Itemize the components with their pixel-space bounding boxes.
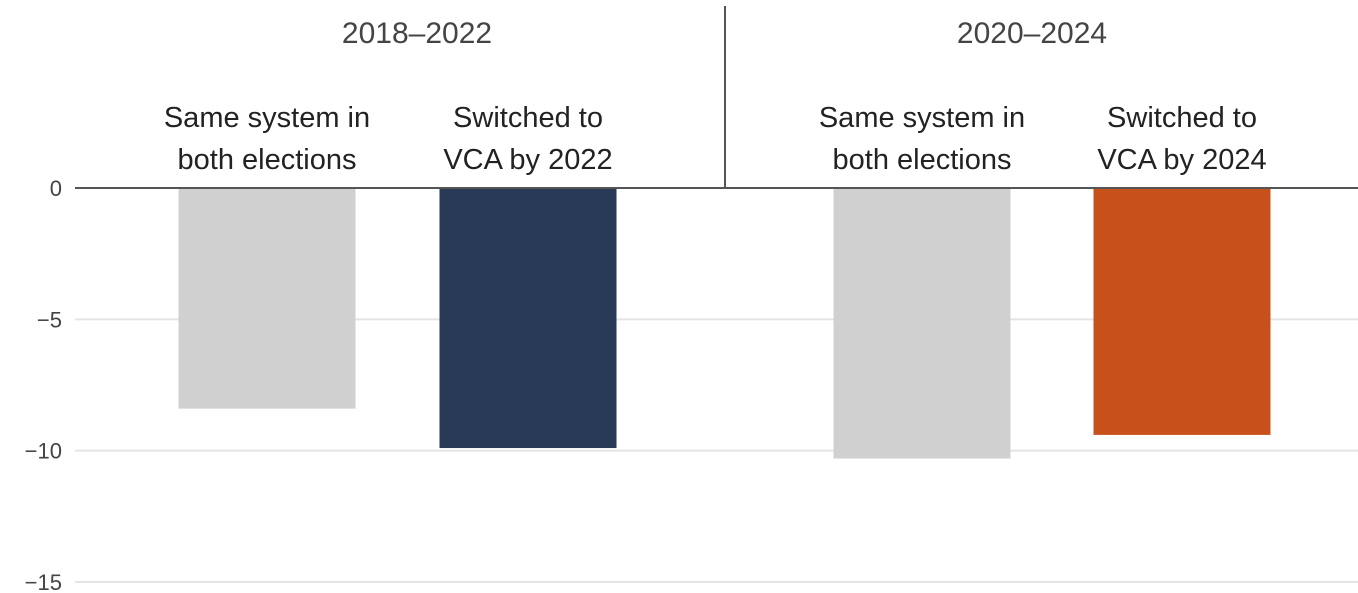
y-tick-label: −5	[37, 307, 62, 332]
category-label: both elections	[178, 144, 357, 176]
category-label: VCA by 2024	[1097, 144, 1266, 176]
category-label: Same system in	[164, 102, 370, 134]
category-label: Same system in	[819, 102, 1025, 134]
bar	[178, 188, 356, 409]
panel-title: 2018–2022	[342, 17, 492, 50]
bar	[439, 188, 617, 449]
y-tick-label: −10	[25, 439, 62, 464]
category-label: VCA by 2022	[443, 144, 612, 176]
y-tick-label: −15	[25, 570, 62, 593]
bars	[178, 188, 1271, 459]
category-label: both elections	[833, 144, 1012, 176]
category-label: Switched to	[1107, 102, 1257, 134]
bar	[833, 188, 1011, 459]
axes	[75, 6, 1358, 189]
bar	[1093, 188, 1271, 435]
panel-title: 2020–2024	[957, 17, 1107, 50]
y-tick-label: 0	[50, 176, 62, 201]
category-label: Switched to	[453, 102, 603, 134]
labels: 0 −5 −10 −15 2018–2022 Same system in both ele…	[25, 17, 1267, 593]
